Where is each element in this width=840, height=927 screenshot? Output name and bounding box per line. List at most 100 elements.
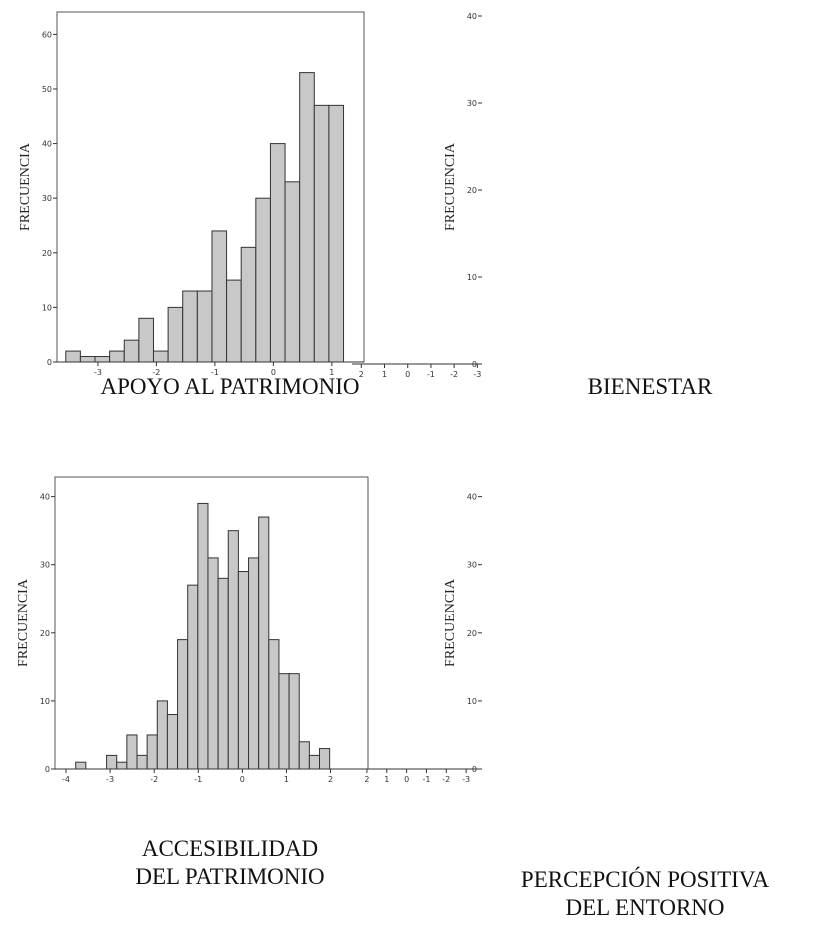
- y-tick-label: 20: [467, 186, 477, 195]
- chart-title-line-2: DEL ENTORNO: [565, 895, 725, 920]
- x-tick-label: -1: [194, 775, 202, 784]
- x-tick-label: -2: [152, 368, 160, 377]
- x-tick-label: -1: [427, 370, 435, 379]
- histogram-bar: [278, 673, 290, 770]
- y-tick-label: 40: [467, 12, 477, 21]
- y-axis-label: FRECUENCIA: [16, 578, 31, 667]
- x-tick-label: -2: [442, 775, 450, 784]
- chart-title-line-1: PERCEPCIÓN POSITIVA: [520, 867, 770, 892]
- histogram-bar: [255, 197, 271, 363]
- x-tick-label: -3: [473, 370, 481, 379]
- histogram-bar: [167, 306, 184, 363]
- histogram-bar: [79, 356, 96, 363]
- y-tick-label: 20: [467, 629, 477, 638]
- histogram-bar: [136, 754, 148, 770]
- histogram-bar: [75, 761, 87, 770]
- histogram-bar: [227, 530, 239, 770]
- histogram-bar: [313, 104, 330, 363]
- histogram-bar: [269, 143, 286, 363]
- y-tick-label: 30: [42, 194, 52, 203]
- x-tick-label: 2: [364, 775, 369, 784]
- y-tick-label: 10: [42, 303, 52, 312]
- histogram-bar: [288, 673, 300, 770]
- histogram-bar: [211, 230, 228, 363]
- histogram-bar: [109, 350, 125, 363]
- histogram-bar: [217, 577, 229, 770]
- y-tick-label: 20: [40, 629, 50, 638]
- y-axis-label: FRECUENCIA: [443, 142, 458, 231]
- histogram-bar: [106, 754, 118, 770]
- x-tick-label: -3: [106, 775, 114, 784]
- y-tick-label: 0: [472, 765, 477, 774]
- y-tick-label: 50: [42, 85, 52, 94]
- x-tick-label: -1: [422, 775, 430, 784]
- y-axis-label: FRECUENCIA: [443, 578, 458, 667]
- histogram-bar: [298, 741, 310, 770]
- y-tick-label: 10: [40, 697, 50, 706]
- y-axis-label: FRECUENCIA: [18, 142, 33, 231]
- x-tick-label: -2: [150, 775, 158, 784]
- x-tick-label: 2: [359, 370, 364, 379]
- x-tick-label: 0: [404, 775, 409, 784]
- histogram-bar: [319, 748, 331, 770]
- histogram-bar: [237, 571, 250, 770]
- y-tick-label: 30: [467, 561, 477, 570]
- histogram-bar: [308, 754, 321, 770]
- histogram-bar: [182, 290, 198, 363]
- histogram-bar: [196, 290, 213, 363]
- histogram-bar: [284, 181, 301, 363]
- x-tick-label: 1: [384, 775, 389, 784]
- x-tick-label: -1: [211, 368, 219, 377]
- y-tick-label: 40: [42, 140, 52, 149]
- histogram-bar: [123, 339, 140, 363]
- histogram-bar: [268, 639, 280, 770]
- x-tick-label: 2: [328, 775, 333, 784]
- histogram-bar: [146, 734, 158, 770]
- histogram-bar: [207, 557, 219, 770]
- chart-title-percepcion-positiva-del-entorno: PERCEPCIÓN POSITIVA DEL ENTORNO: [450, 866, 840, 922]
- chart-title-line-2: DEL PATRIMONIO: [135, 864, 325, 889]
- histogram-bar: [258, 516, 270, 770]
- x-tick-label: -2: [450, 370, 458, 379]
- y-tick-label: 10: [467, 697, 477, 706]
- y-tick-label: 30: [40, 561, 50, 570]
- x-tick-label: 1: [329, 368, 334, 377]
- x-tick-label: 0: [271, 368, 276, 377]
- histogram-bar: [240, 246, 257, 363]
- histogram-bar: [152, 350, 169, 363]
- y-tick-label: 0: [47, 358, 52, 367]
- chart-title-apoyo-al-patrimonio: APOYO AL PATRIMONIO: [100, 374, 360, 399]
- x-tick-label: 0: [240, 775, 245, 784]
- y-tick-label: 0: [45, 765, 50, 774]
- histogram-bar: [126, 734, 138, 770]
- histogram-bar: [138, 317, 154, 363]
- histogram-bar: [166, 714, 179, 770]
- histogram-bar: [328, 104, 345, 363]
- histogram-bar: [156, 700, 168, 770]
- y-tick-label: 20: [42, 249, 52, 258]
- y-tick-label: 60: [42, 30, 52, 39]
- histogram-bar: [299, 72, 315, 363]
- x-tick-label: 0: [405, 370, 410, 379]
- y-tick-label: 30: [467, 99, 477, 108]
- x-tick-label: 1: [284, 775, 289, 784]
- histogram-bar: [65, 350, 81, 363]
- histogram-bar: [226, 279, 242, 363]
- histogram-bar: [94, 356, 111, 363]
- y-tick-label: 0: [472, 360, 477, 369]
- histogram-bar: [187, 584, 199, 770]
- histogram-bar: [197, 502, 209, 770]
- y-tick-label: 40: [40, 493, 50, 502]
- x-tick-label: 1: [382, 370, 387, 379]
- chart-title-bienestar: BIENESTAR: [587, 374, 713, 399]
- chart-title-line-1: ACCESIBILIDAD: [141, 836, 319, 861]
- y-tick-label: 40: [467, 493, 477, 502]
- histogram-bar: [116, 761, 128, 770]
- x-tick-label: -3: [94, 368, 102, 377]
- x-tick-label: -3: [462, 775, 470, 784]
- x-tick-label: -4: [62, 775, 70, 784]
